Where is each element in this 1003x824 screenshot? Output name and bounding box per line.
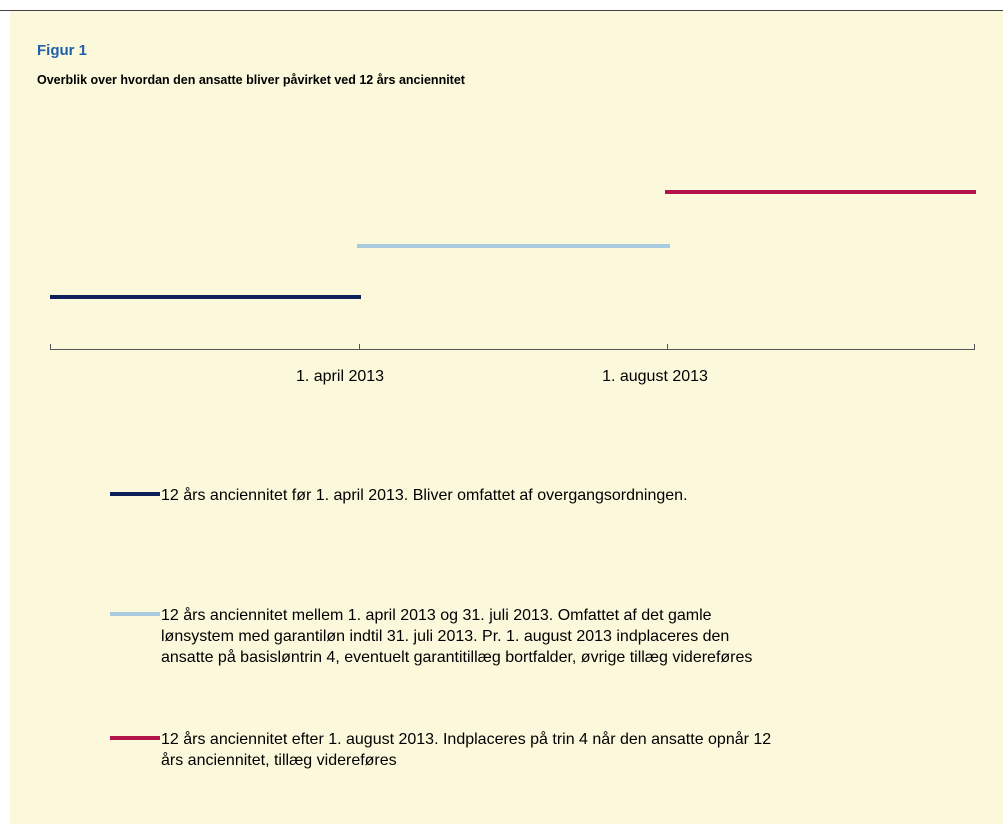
legend-text: års anciennitet, tillæg videreføres (161, 751, 397, 769)
legend-text: 12 års anciennitet før 1. april 2013. Bl… (161, 486, 688, 504)
axis-label: 1. august 2013 (602, 368, 708, 385)
legend-text: lønsystem med garantiløn indtil 31. juli… (161, 628, 729, 645)
timeline: 1. april 2013 1. august 2013 (50, 190, 976, 385)
legend-text: ansatte på basisløntrin 4, eventuelt gar… (161, 648, 752, 666)
background (10, 10, 1003, 824)
axis-label: 1. april 2013 (296, 368, 384, 385)
legend-text: 12 års anciennitet efter 1. august 2013.… (161, 730, 771, 748)
legend: 12 års anciennitet før 1. april 2013. Bl… (110, 486, 771, 769)
title: Figur 1 (37, 42, 87, 59)
subtitle: Overblik over hvordan den ansatte bliver… (37, 73, 466, 87)
legend-text: 12 års anciennitet mellem 1. april 2013 … (161, 606, 712, 624)
